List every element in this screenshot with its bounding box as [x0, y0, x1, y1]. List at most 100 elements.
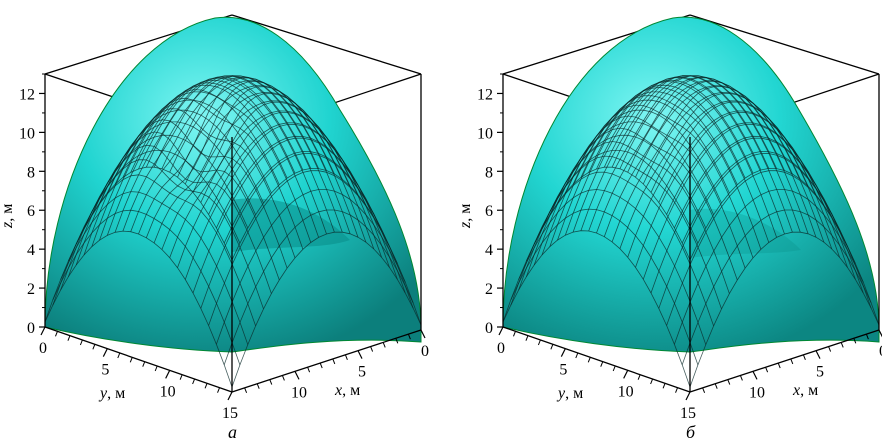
surface-grid-line	[208, 170, 398, 326]
surface-a	[44, 16, 422, 353]
surface-grid-line	[68, 174, 256, 327]
z-tick-label: 10	[19, 125, 35, 142]
x-minor-tick	[256, 383, 260, 389]
y-minor-tick	[55, 331, 58, 337]
x-ticks-a: 0 5 10	[244, 329, 429, 401]
x-minor-tick	[714, 383, 718, 389]
z-tick-label: 2	[27, 281, 35, 298]
surface-dip-a	[232, 198, 350, 252]
z-tick-label: 0	[485, 320, 493, 337]
box-front-a	[44, 74, 422, 393]
x-tick-mark	[294, 371, 300, 380]
y-tick-mark	[227, 391, 233, 401]
x-minor-tick	[702, 387, 706, 394]
y-minor-tick	[92, 344, 96, 350]
box-front-b	[502, 74, 880, 393]
x-axis-label-a: x, м	[334, 382, 360, 399]
z-tick-label: 12	[477, 86, 493, 103]
y-tick-mark	[498, 326, 504, 336]
x-tick-mark	[357, 350, 363, 359]
z-tick-label: 10	[477, 125, 493, 142]
y-minor-tick	[537, 339, 541, 346]
x-minor-tick	[739, 375, 743, 381]
surface-grid-line	[526, 171, 714, 327]
surface-grid-line	[518, 189, 707, 345]
y-minor-tick	[513, 331, 516, 337]
x-minor-tick	[802, 354, 806, 360]
x-tick-label: 5	[358, 364, 366, 381]
surface-grid-line	[223, 209, 414, 365]
surface-grid-line	[689, 231, 880, 388]
surface-grid-line	[52, 209, 241, 366]
x-minor-tick	[407, 333, 411, 340]
z-axis-label-b: z, м	[457, 204, 474, 229]
y-tick-mark	[560, 348, 566, 357]
y-tick-mark	[685, 391, 691, 401]
surface-grid-a	[44, 75, 422, 388]
z-tick-label: 8	[27, 164, 35, 181]
x-minor-tick	[344, 354, 348, 360]
y-tick-mark	[40, 326, 46, 336]
y-minor-tick	[550, 344, 554, 350]
surface-grid-line	[44, 230, 233, 388]
y-minor-tick	[612, 365, 616, 372]
surface-grid-line	[502, 230, 691, 388]
surface-grid-line	[60, 191, 249, 345]
x-tick-label: 5	[816, 364, 824, 381]
y-tick-label: 0	[39, 340, 47, 357]
x-minor-tick	[727, 379, 731, 385]
y-minor-tick	[204, 383, 208, 389]
y-axis-label-b: y, м	[556, 385, 583, 402]
surface-grid-line	[231, 231, 422, 388]
y-minor-tick	[179, 374, 183, 380]
y-minor-tick	[117, 352, 121, 359]
z-tick-label: 4	[485, 242, 493, 259]
z-axis-label-a: z, м	[0, 204, 16, 229]
y-tick-label: 5	[559, 362, 567, 379]
y-tick-mark	[165, 370, 171, 379]
z-tick-label: 4	[27, 242, 35, 259]
x-ticks-b: 0 5 10	[702, 329, 882, 401]
x-tick-mark	[420, 329, 426, 339]
y-minor-tick	[650, 378, 654, 385]
y-minor-tick	[79, 339, 83, 346]
y-tick-label: 10	[160, 383, 176, 400]
panel-a: 0 2 4 6 8 10 12 0 5 10 15 0 5 10 z, м y, м x, м а	[0, 14, 429, 442]
y-ticks-b: 0 5 10 15	[497, 326, 696, 422]
y-minor-tick	[525, 335, 529, 341]
y-minor-tick	[600, 361, 604, 367]
y-tick-label: 10	[618, 383, 634, 400]
x-minor-tick	[269, 379, 273, 385]
y-tick-mark	[623, 370, 629, 379]
x-minor-tick	[828, 346, 832, 352]
x-tick-label: 0	[421, 343, 429, 360]
x-tick-mark	[752, 371, 758, 380]
surface-dip-b	[690, 208, 801, 258]
x-tick-label: 10	[749, 384, 765, 401]
y-minor-tick	[675, 387, 678, 393]
panel-b: 0 2 4 6 8 10 12 0 5 10 15 0 5 10 z, м y, м x, м б	[457, 14, 882, 442]
z-ticks-b: 0 2 4 6 8 10 12	[477, 73, 503, 337]
y-minor-tick	[154, 365, 158, 372]
surface-grid-b	[502, 75, 880, 388]
surface-grid-line	[510, 208, 699, 366]
y-tick-label: 5	[101, 362, 109, 379]
x-minor-tick	[319, 362, 323, 369]
y-minor-tick	[217, 387, 220, 393]
x-minor-tick	[777, 362, 781, 369]
x-minor-tick	[370, 346, 374, 352]
y-minor-tick	[129, 357, 133, 363]
y-tick-label: 15	[222, 405, 238, 422]
x-minor-tick	[865, 333, 869, 340]
z-ticks-a: 0 2 4 6 8 10 12	[19, 73, 45, 337]
y-ticks-a: 0 5 10 15	[39, 326, 238, 422]
caption-b: б	[686, 422, 696, 442]
x-tick-label: 10	[291, 384, 307, 401]
x-minor-tick	[332, 358, 336, 365]
surface-grid-line	[666, 170, 856, 326]
surface-grid-line	[216, 189, 406, 345]
y-axis-label-a: y, м	[98, 385, 125, 402]
x-minor-tick	[790, 358, 794, 365]
x-minor-tick	[765, 367, 769, 373]
x-minor-tick	[395, 338, 399, 344]
